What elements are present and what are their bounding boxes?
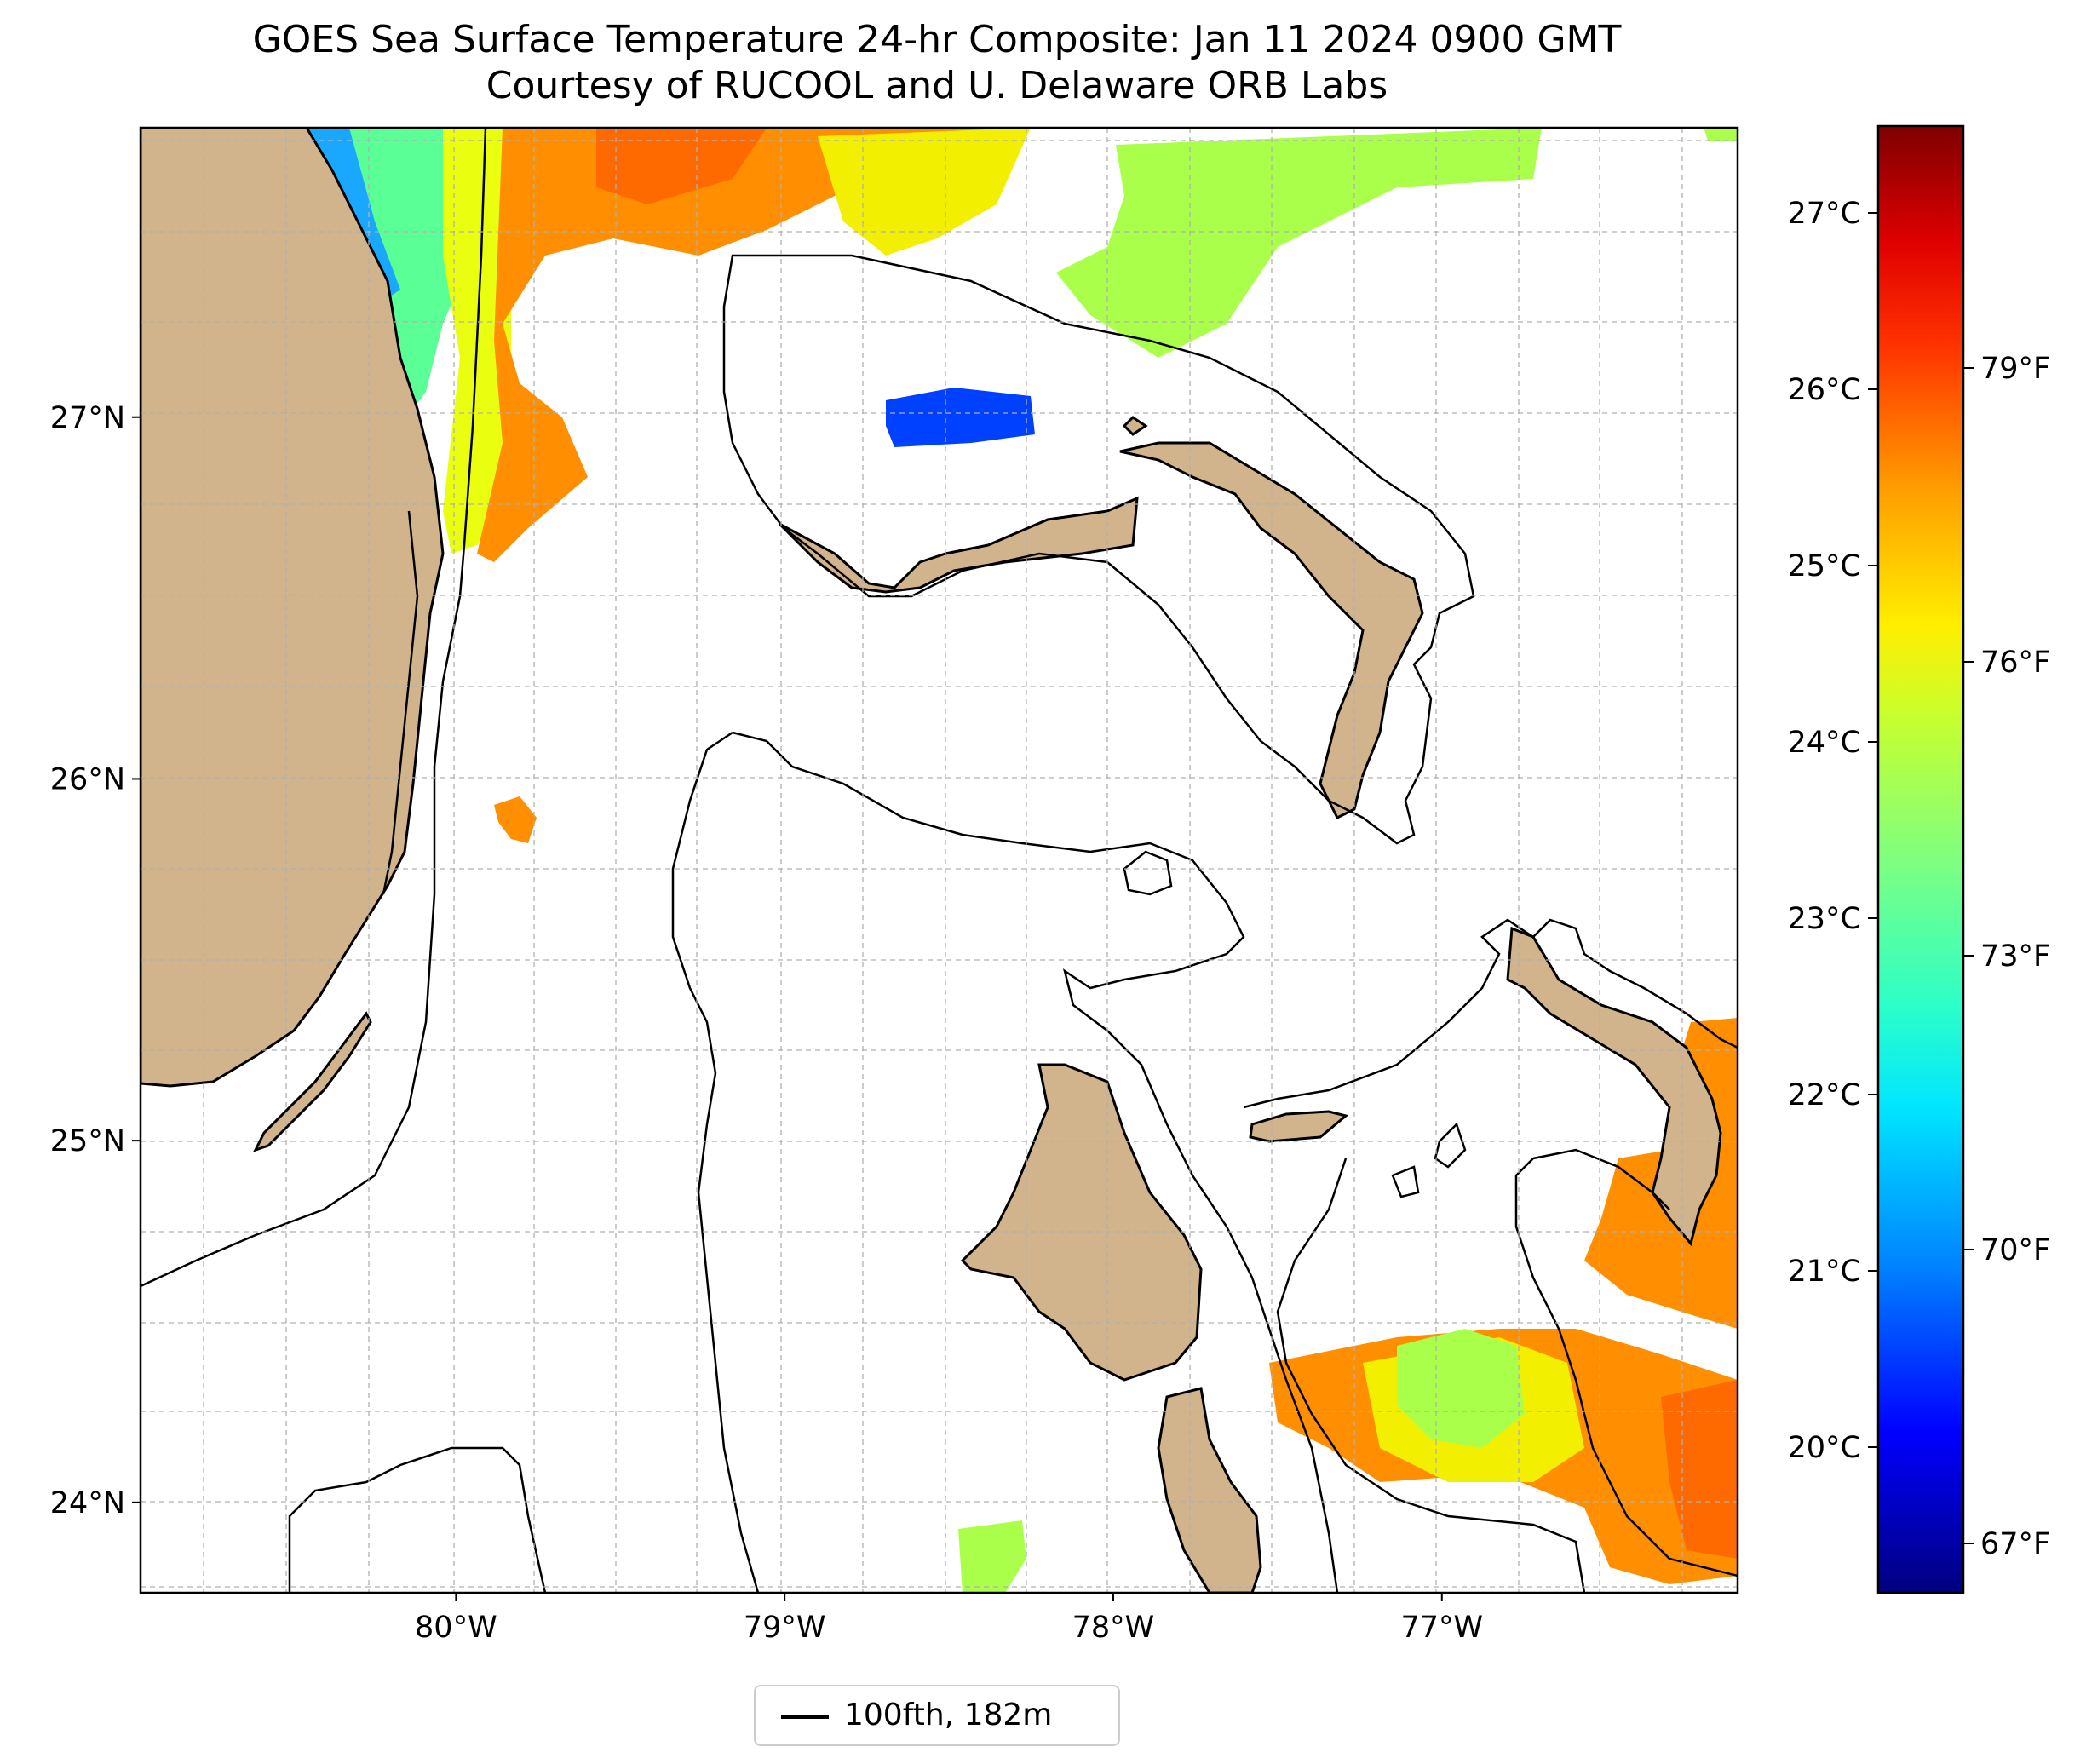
- lon-tick-label: 78°W: [1072, 1611, 1155, 1645]
- isobath-exuma-sound: [1243, 918, 1738, 1109]
- isobath-little-bahama-bank: [722, 254, 1475, 845]
- isobath-florida-shelf: [141, 128, 487, 1288]
- isobath-tongue-of-ocean: [671, 731, 760, 1593]
- land-berry-islands: [1122, 416, 1148, 436]
- chart-title: GOES Sea Surface Temperature 24-hr Compo…: [252, 18, 1622, 61]
- land-new-providence: [1249, 1110, 1349, 1143]
- celsius-tick-label: 20°C: [1788, 1431, 1861, 1465]
- celsius-tick-label: 22°C: [1788, 1078, 1861, 1112]
- land-andros-south: [1157, 1387, 1262, 1593]
- land-florida-keys: [253, 1011, 372, 1152]
- lon-tick-label: 80°W: [415, 1611, 497, 1645]
- sst-patch-green-north: [1056, 128, 1542, 358]
- isobath-ring-3: [1123, 850, 1173, 896]
- lon-tick-label: 79°W: [744, 1611, 826, 1645]
- longitude-axis: 80°W 79°W 78°W 77°W: [415, 1593, 1483, 1645]
- sst-patch-darkorange: [596, 128, 767, 204]
- sst-patch-red-south: [1661, 1380, 1738, 1559]
- fahrenheit-tick-label: 76°F: [1980, 646, 2050, 680]
- fahrenheit-tick-label: 79°F: [1980, 352, 2050, 386]
- sst-patch-yellow-north-mid: [818, 128, 1031, 256]
- isobath-florida-inner: [382, 510, 419, 895]
- lon-tick-label: 77°W: [1400, 1611, 1483, 1645]
- colorbar-celsius-axis: 27°C 26°C 25°C 24°C 23°C 22°C 21°C 20°C: [1788, 197, 1878, 1465]
- legend: 100fth, 182m: [754, 1685, 1120, 1746]
- isobath-great-bahama-bank-west: [732, 731, 1339, 1593]
- celsius-tick-label: 25°C: [1788, 549, 1861, 583]
- map-frame: [139, 126, 1739, 1594]
- lat-tick-label: 27°N: [50, 401, 125, 435]
- isobath-exuma-inner: [1514, 1158, 1738, 1577]
- celsius-tick-label: 21°C: [1788, 1255, 1861, 1289]
- lat-tick-label: 25°N: [50, 1124, 125, 1158]
- graticule: [141, 128, 1738, 1593]
- sst-patch-green-tiny: [958, 1520, 1026, 1593]
- celsius-tick-label: 27°C: [1788, 197, 1861, 231]
- isobath-ring-2: [1391, 1165, 1420, 1198]
- fahrenheit-tick-label: 67°F: [1980, 1527, 2050, 1561]
- colorbar: [1876, 124, 1965, 1594]
- lat-tick-label: 24°N: [50, 1486, 125, 1520]
- legend-label: 100fth, 182m: [844, 1698, 1053, 1732]
- isobath-layer: [141, 128, 1738, 1593]
- land-andros: [960, 1063, 1203, 1382]
- chart-subtitle: Courtesy of RUCOOL and U. Delaware ORB L…: [486, 64, 1388, 107]
- fahrenheit-tick-label: 70°F: [1980, 1233, 2050, 1267]
- sst-patch-orange-north: [477, 128, 1022, 562]
- land-grand-bahama: [778, 496, 1139, 594]
- isobath-exuma-inner-top: [1532, 1148, 1670, 1210]
- sst-patch-blue-bahamas: [886, 388, 1035, 447]
- sst-patch-green-south: [1397, 1329, 1525, 1448]
- isobath-andros-east: [1276, 1158, 1586, 1593]
- celsius-tick-label: 26°C: [1788, 373, 1861, 407]
- land-abaco: [1119, 441, 1424, 820]
- land-layer: [141, 128, 1722, 1593]
- lat-tick-label: 26°N: [50, 762, 125, 796]
- isobath-ring-1: [1434, 1122, 1467, 1169]
- sst-patch-orange-small: [494, 796, 537, 843]
- isobath-cay-sal: [288, 1446, 547, 1593]
- celsius-tick-label: 23°C: [1788, 902, 1861, 936]
- celsius-tick-label: 24°C: [1788, 726, 1861, 760]
- colorbar-fahrenheit-axis: 79°F 76°F 73°F 70°F 67°F: [1963, 352, 2050, 1561]
- legend-line-swatch: [781, 1715, 829, 1719]
- latitude-axis: 27°N 26°N 25°N 24°N: [50, 401, 141, 1520]
- sst-patch-green-small: [1704, 128, 1738, 141]
- land-florida: [141, 128, 445, 1088]
- land-eleuthera: [1506, 926, 1722, 1247]
- fahrenheit-tick-label: 73°F: [1980, 939, 2050, 974]
